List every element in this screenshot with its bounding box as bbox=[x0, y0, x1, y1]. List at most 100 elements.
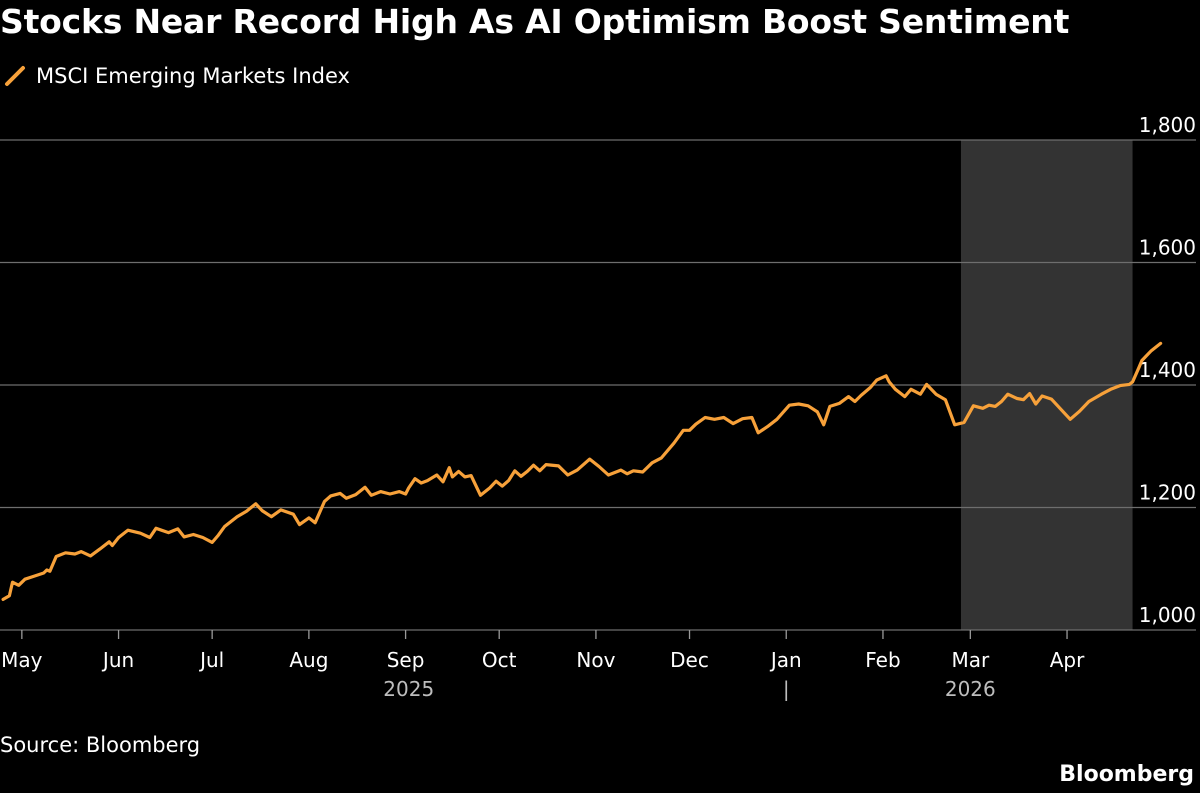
data-point bbox=[788, 404, 791, 407]
data-point bbox=[632, 470, 635, 472]
data-point bbox=[470, 474, 472, 477]
data-point bbox=[514, 470, 516, 472]
data-point bbox=[404, 493, 407, 495]
x-tick-label: Jun bbox=[101, 648, 134, 672]
x-tick-label: Jul bbox=[198, 648, 224, 672]
year-separator: | bbox=[783, 677, 790, 701]
data-point bbox=[994, 405, 997, 408]
x-tick-label: May bbox=[1, 648, 43, 672]
data-point bbox=[1088, 400, 1090, 403]
x-tick-label: Aug bbox=[289, 648, 328, 672]
data-point bbox=[860, 394, 862, 397]
data-point bbox=[557, 465, 560, 467]
x-tick-label: Dec bbox=[670, 648, 709, 672]
data-point bbox=[55, 555, 57, 558]
data-point bbox=[108, 541, 110, 543]
data-point bbox=[236, 515, 238, 518]
data-point bbox=[626, 473, 628, 475]
data-point bbox=[1028, 392, 1031, 395]
data-point bbox=[1109, 388, 1112, 391]
data-point bbox=[457, 470, 460, 473]
data-point bbox=[11, 581, 14, 583]
data-point bbox=[847, 395, 850, 398]
data-point bbox=[607, 474, 610, 476]
x-tick-label: Jan bbox=[769, 648, 802, 672]
data-point bbox=[1041, 395, 1043, 397]
data-point bbox=[885, 375, 887, 377]
data-point bbox=[875, 379, 878, 381]
data-point bbox=[869, 386, 872, 389]
data-point bbox=[904, 395, 906, 398]
data-point bbox=[741, 417, 744, 420]
data-point bbox=[2, 598, 4, 601]
data-point bbox=[323, 500, 326, 503]
data-point bbox=[526, 470, 529, 473]
data-point bbox=[1141, 359, 1143, 362]
data-point bbox=[539, 470, 541, 472]
x-tick-label: Feb bbox=[865, 648, 900, 672]
data-point bbox=[894, 388, 897, 391]
data-point bbox=[339, 492, 341, 495]
data-point bbox=[1159, 342, 1162, 345]
data-point bbox=[117, 536, 120, 539]
data-point bbox=[520, 475, 522, 478]
data-point bbox=[192, 533, 195, 536]
data-point bbox=[99, 548, 101, 550]
data-point bbox=[261, 509, 263, 512]
source-note: Source: Bloomberg bbox=[0, 733, 201, 757]
data-point bbox=[217, 534, 220, 536]
data-point bbox=[8, 594, 11, 597]
data-point bbox=[1138, 367, 1140, 369]
data-point bbox=[314, 522, 316, 524]
data-point bbox=[854, 400, 856, 403]
x-tick-label: Nov bbox=[576, 648, 615, 672]
data-point bbox=[919, 393, 922, 396]
data-point bbox=[80, 550, 82, 553]
legend-label: MSCI Emerging Markets Index bbox=[36, 64, 350, 88]
data-point bbox=[223, 525, 226, 528]
y-tick-label: 1,200 bbox=[1139, 481, 1196, 505]
data-point bbox=[149, 536, 151, 539]
data-point bbox=[816, 411, 819, 413]
data-point bbox=[17, 584, 20, 587]
y-tick-label: 1,400 bbox=[1139, 358, 1196, 382]
data-point bbox=[245, 510, 248, 512]
data-point bbox=[211, 541, 213, 544]
data-point bbox=[42, 572, 45, 574]
data-point bbox=[1069, 418, 1071, 421]
y-tick-label: 1,800 bbox=[1139, 113, 1196, 137]
data-point bbox=[704, 416, 706, 419]
data-point bbox=[139, 532, 142, 534]
data-point bbox=[33, 575, 36, 577]
data-point bbox=[464, 476, 466, 478]
data-point bbox=[489, 487, 491, 489]
data-point bbox=[567, 474, 569, 476]
data-point bbox=[329, 495, 332, 497]
data-point bbox=[183, 536, 185, 538]
data-point bbox=[479, 494, 482, 497]
data-point bbox=[545, 463, 547, 466]
data-point bbox=[688, 429, 691, 432]
data-point bbox=[1078, 410, 1081, 413]
data-point bbox=[308, 517, 310, 519]
data-point bbox=[641, 471, 644, 473]
data-point bbox=[255, 503, 257, 505]
data-point bbox=[829, 405, 831, 408]
bloomberg-logo: Bloomberg bbox=[1059, 762, 1194, 787]
data-point bbox=[292, 513, 295, 515]
data-point bbox=[695, 423, 697, 426]
data-point bbox=[202, 536, 204, 539]
legend: MSCI Emerging Markets Index bbox=[4, 62, 350, 90]
data-point bbox=[49, 570, 51, 572]
data-point bbox=[982, 407, 984, 410]
year-label: 2025 bbox=[383, 677, 434, 701]
data-point bbox=[776, 418, 778, 421]
data-point bbox=[24, 578, 26, 580]
data-point bbox=[713, 418, 716, 421]
year-label: 2026 bbox=[945, 677, 996, 701]
data-point bbox=[838, 402, 841, 405]
data-point bbox=[379, 490, 382, 493]
y-tick-label: 1,000 bbox=[1139, 603, 1196, 627]
data-point bbox=[757, 432, 759, 434]
